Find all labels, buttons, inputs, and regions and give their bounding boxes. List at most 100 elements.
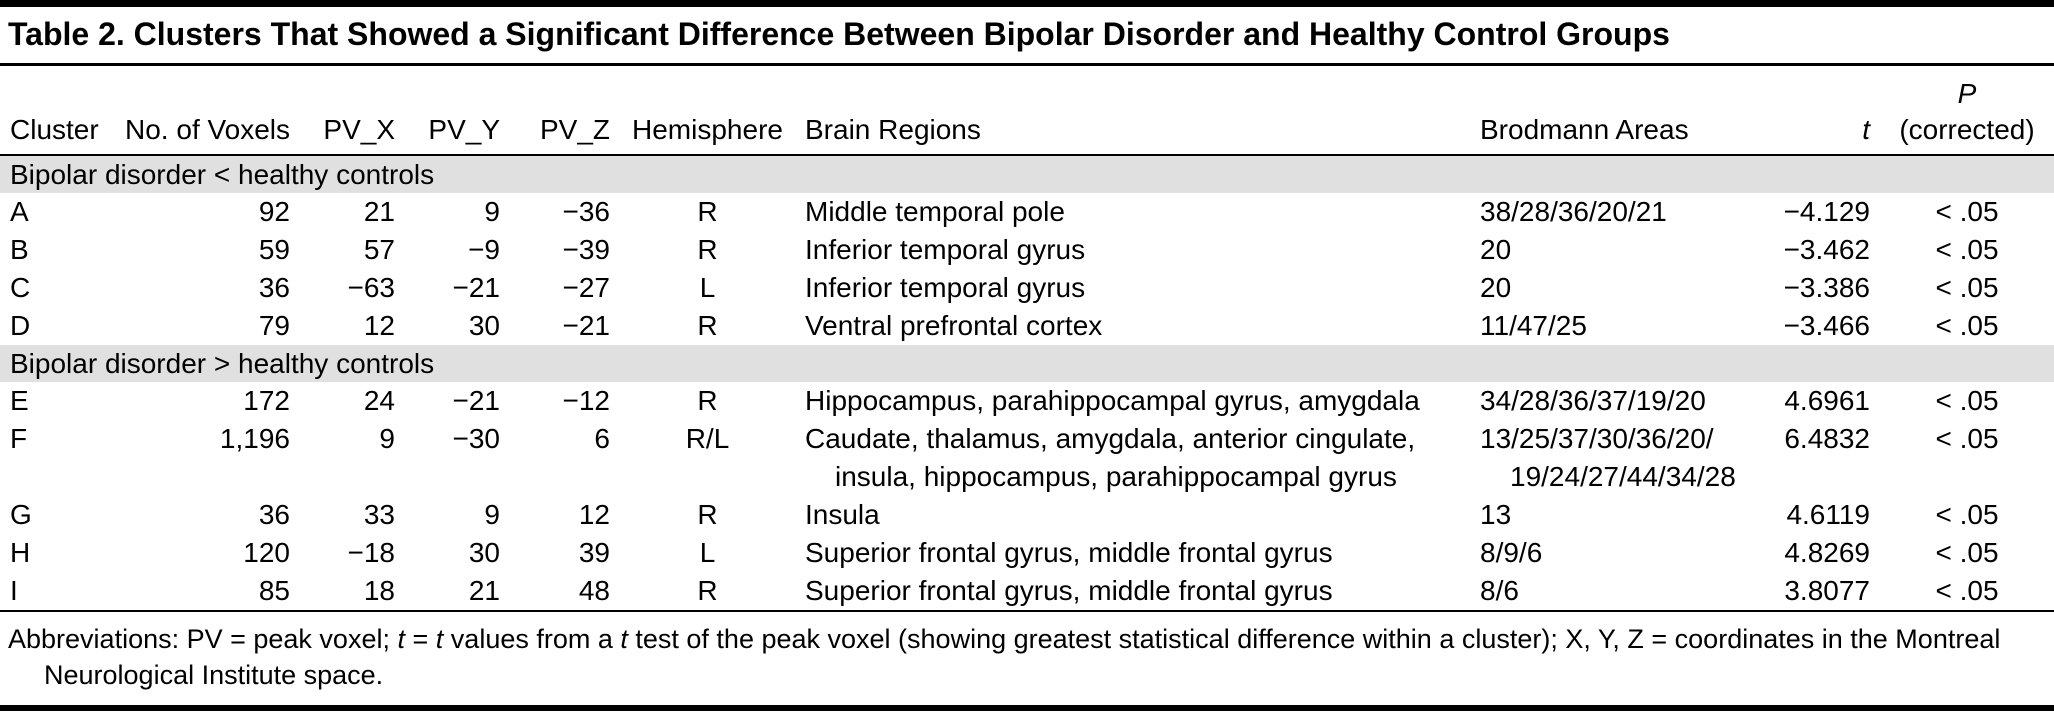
cell-t: 6.4832	[1784, 423, 1870, 454]
cell-pvz: −21	[562, 310, 611, 341]
cell-voxels: 79	[258, 310, 290, 341]
cell-brodmann: 20	[1480, 234, 1512, 265]
cell-hemisphere: R	[697, 385, 718, 416]
cell-cluster: D	[10, 310, 31, 341]
cell-cluster: G	[10, 499, 32, 530]
table-row-cluster-C: C 36 −63 −21 −27 L Inferior temporal gyrus 20 −3…	[0, 269, 2054, 307]
cell-hemisphere: R	[697, 196, 718, 227]
cell-brodmann: 20	[1480, 272, 1512, 303]
cell-p: < .05	[1935, 537, 1999, 568]
table-footnote: Abbreviations: PV = peak voxel; t = t va…	[8, 624, 2001, 690]
cell-p: < .05	[1935, 234, 1999, 265]
cell-t: 3.8077	[1750, 572, 1880, 612]
column-header-brodmann: Brodmann Areas	[1470, 66, 1750, 156]
table-row-cluster-D: D 79 12 30 −21 R Ventral prefrontal cortex 11/4…	[0, 307, 2054, 345]
column-header-label: P	[1957, 78, 1977, 109]
cell-voxels: 92	[258, 196, 290, 227]
cell-pvx: 33	[363, 499, 395, 530]
cell-cluster: A	[10, 196, 29, 227]
table-row-cluster-I: I 85 18 21 48 R Superior frontal gyrus, middle…	[0, 572, 2054, 612]
table-row-cluster-B: B 59 57 −9 −39 R Inferior temporal gyrus 20 −3.4…	[0, 231, 2054, 269]
cell-p: < .05	[1935, 499, 1999, 530]
column-header-pvz: PV_Z	[510, 66, 620, 156]
cell-voxels: 85	[105, 572, 300, 612]
cell-brodmann: 8/9/6	[1480, 537, 1543, 568]
section-header-row: Bipolar disorder < healthy controls	[0, 155, 2054, 193]
cell-pvx: −18	[347, 537, 396, 568]
section-header: Bipolar disorder < healthy controls	[0, 155, 2054, 193]
cell-pvy: 30	[468, 310, 500, 341]
cell-pvx: 21	[363, 196, 395, 227]
header-row: Cluster No. of Voxels PV_X PV_Y PV_Z Hemisphe…	[0, 66, 2054, 156]
cell-regions: Middle temporal pole	[805, 196, 1065, 227]
table-row-cluster-E: E 172 24 −21 −12 R Hippocampus, parahippocampa…	[0, 382, 2054, 420]
cell-regions: Ventral prefrontal cortex	[805, 310, 1103, 341]
cell-regions: Superior frontal gyrus, middle frontal g…	[795, 572, 1470, 612]
cell-pvz: 39	[578, 537, 610, 568]
cell-brodmann: 13/25/37/30/36/20/ 19/24/27/44/34/28	[1480, 423, 1736, 492]
cell-pvx: 24	[363, 385, 395, 416]
column-header-voxels: No. of Voxels	[105, 66, 300, 156]
cell-pvy: −9	[468, 234, 500, 265]
cell-pvy: −21	[452, 385, 501, 416]
cell-pvy: 21	[405, 572, 510, 612]
column-header-t: t	[1750, 66, 1880, 156]
cell-pvz: −12	[562, 385, 611, 416]
table-row-cluster-H: H 120 −18 30 39 L Superior frontal gyrus, midd…	[0, 534, 2054, 572]
cell-p: < .05	[1935, 196, 1999, 227]
cell-pvy: 30	[468, 537, 500, 568]
cell-pvz: −27	[562, 272, 611, 303]
cell-regions: Insula	[805, 499, 880, 530]
cell-cluster: E	[10, 385, 29, 416]
cell-pvz: −39	[562, 234, 611, 265]
column-header-hemisphere: Hemisphere	[620, 66, 795, 156]
cell-hemisphere: R	[697, 234, 718, 265]
cell-pvx: 9	[379, 423, 395, 454]
cell-pvx: 57	[363, 234, 395, 265]
cell-p: < .05	[1935, 385, 1999, 416]
cell-pvy: 9	[484, 499, 500, 530]
cell-hemisphere: R/L	[685, 423, 730, 454]
cell-t: −4.129	[1783, 196, 1870, 227]
section-header-row: Bipolar disorder > healthy controls	[0, 345, 2054, 382]
cell-hemisphere: R	[697, 499, 718, 530]
cell-brodmann: 34/28/36/37/19/20	[1480, 385, 1706, 416]
cell-pvx: 18	[300, 572, 405, 612]
cell-t: 4.6119	[1786, 499, 1870, 530]
cell-cluster: B	[10, 234, 29, 265]
cell-hemisphere: R	[620, 572, 795, 612]
cell-t: −3.466	[1783, 310, 1870, 341]
table-body: Bipolar disorder < healthy controls A 92 21…	[0, 155, 2054, 612]
cell-t: −3.386	[1783, 272, 1870, 303]
cell-cluster: H	[10, 537, 31, 568]
cell-hemisphere: L	[699, 537, 716, 568]
table-row-cluster-A: A 92 21 9 −36 R Middle temporal pole 38/28/36/2…	[0, 193, 2054, 231]
table-title: Table 2. Clusters That Showed a Signific…	[0, 7, 2054, 66]
column-header-pvx: PV_X	[300, 66, 405, 156]
table-row-cluster-F: F 1,196 9 −30 6 R/L Caudate, thalamus, amygdal…	[0, 420, 2054, 496]
cell-brodmann: 38/28/36/20/21	[1480, 196, 1667, 227]
cell-p: < .05	[1880, 572, 2054, 612]
cell-hemisphere: R	[697, 310, 718, 341]
cell-voxels: 1,196	[219, 423, 290, 454]
cell-regions: Superior frontal gyrus, middle frontal g…	[805, 537, 1333, 568]
column-header-cluster: Cluster	[0, 66, 105, 156]
cell-p: < .05	[1935, 310, 1999, 341]
cell-voxels: 36	[258, 499, 290, 530]
cell-regions: Caudate, thalamus, amygdala, anterior ci…	[805, 423, 1416, 492]
cell-regions: Inferior temporal gyrus	[805, 272, 1086, 303]
column-header-sublabel: (corrected)	[1899, 114, 2035, 145]
cell-cluster: I	[0, 572, 105, 612]
cell-cluster: C	[10, 272, 31, 303]
top-rule	[0, 0, 2054, 7]
cell-regions: Inferior temporal gyrus	[805, 234, 1086, 265]
table-row-cluster-G: G 36 33 9 12 R Insula 13 4.6119 < .05	[0, 496, 2054, 534]
section-header: Bipolar disorder > healthy controls	[0, 345, 2054, 382]
column-header-pvy: PV_Y	[405, 66, 510, 156]
cell-pvz: 48	[510, 572, 620, 612]
cell-pvy: −21	[452, 272, 501, 303]
cell-pvz: 12	[578, 499, 610, 530]
table-header: Cluster No. of Voxels PV_X PV_Y PV_Z Hemisphe…	[0, 66, 2054, 156]
cell-pvy: 9	[484, 196, 500, 227]
